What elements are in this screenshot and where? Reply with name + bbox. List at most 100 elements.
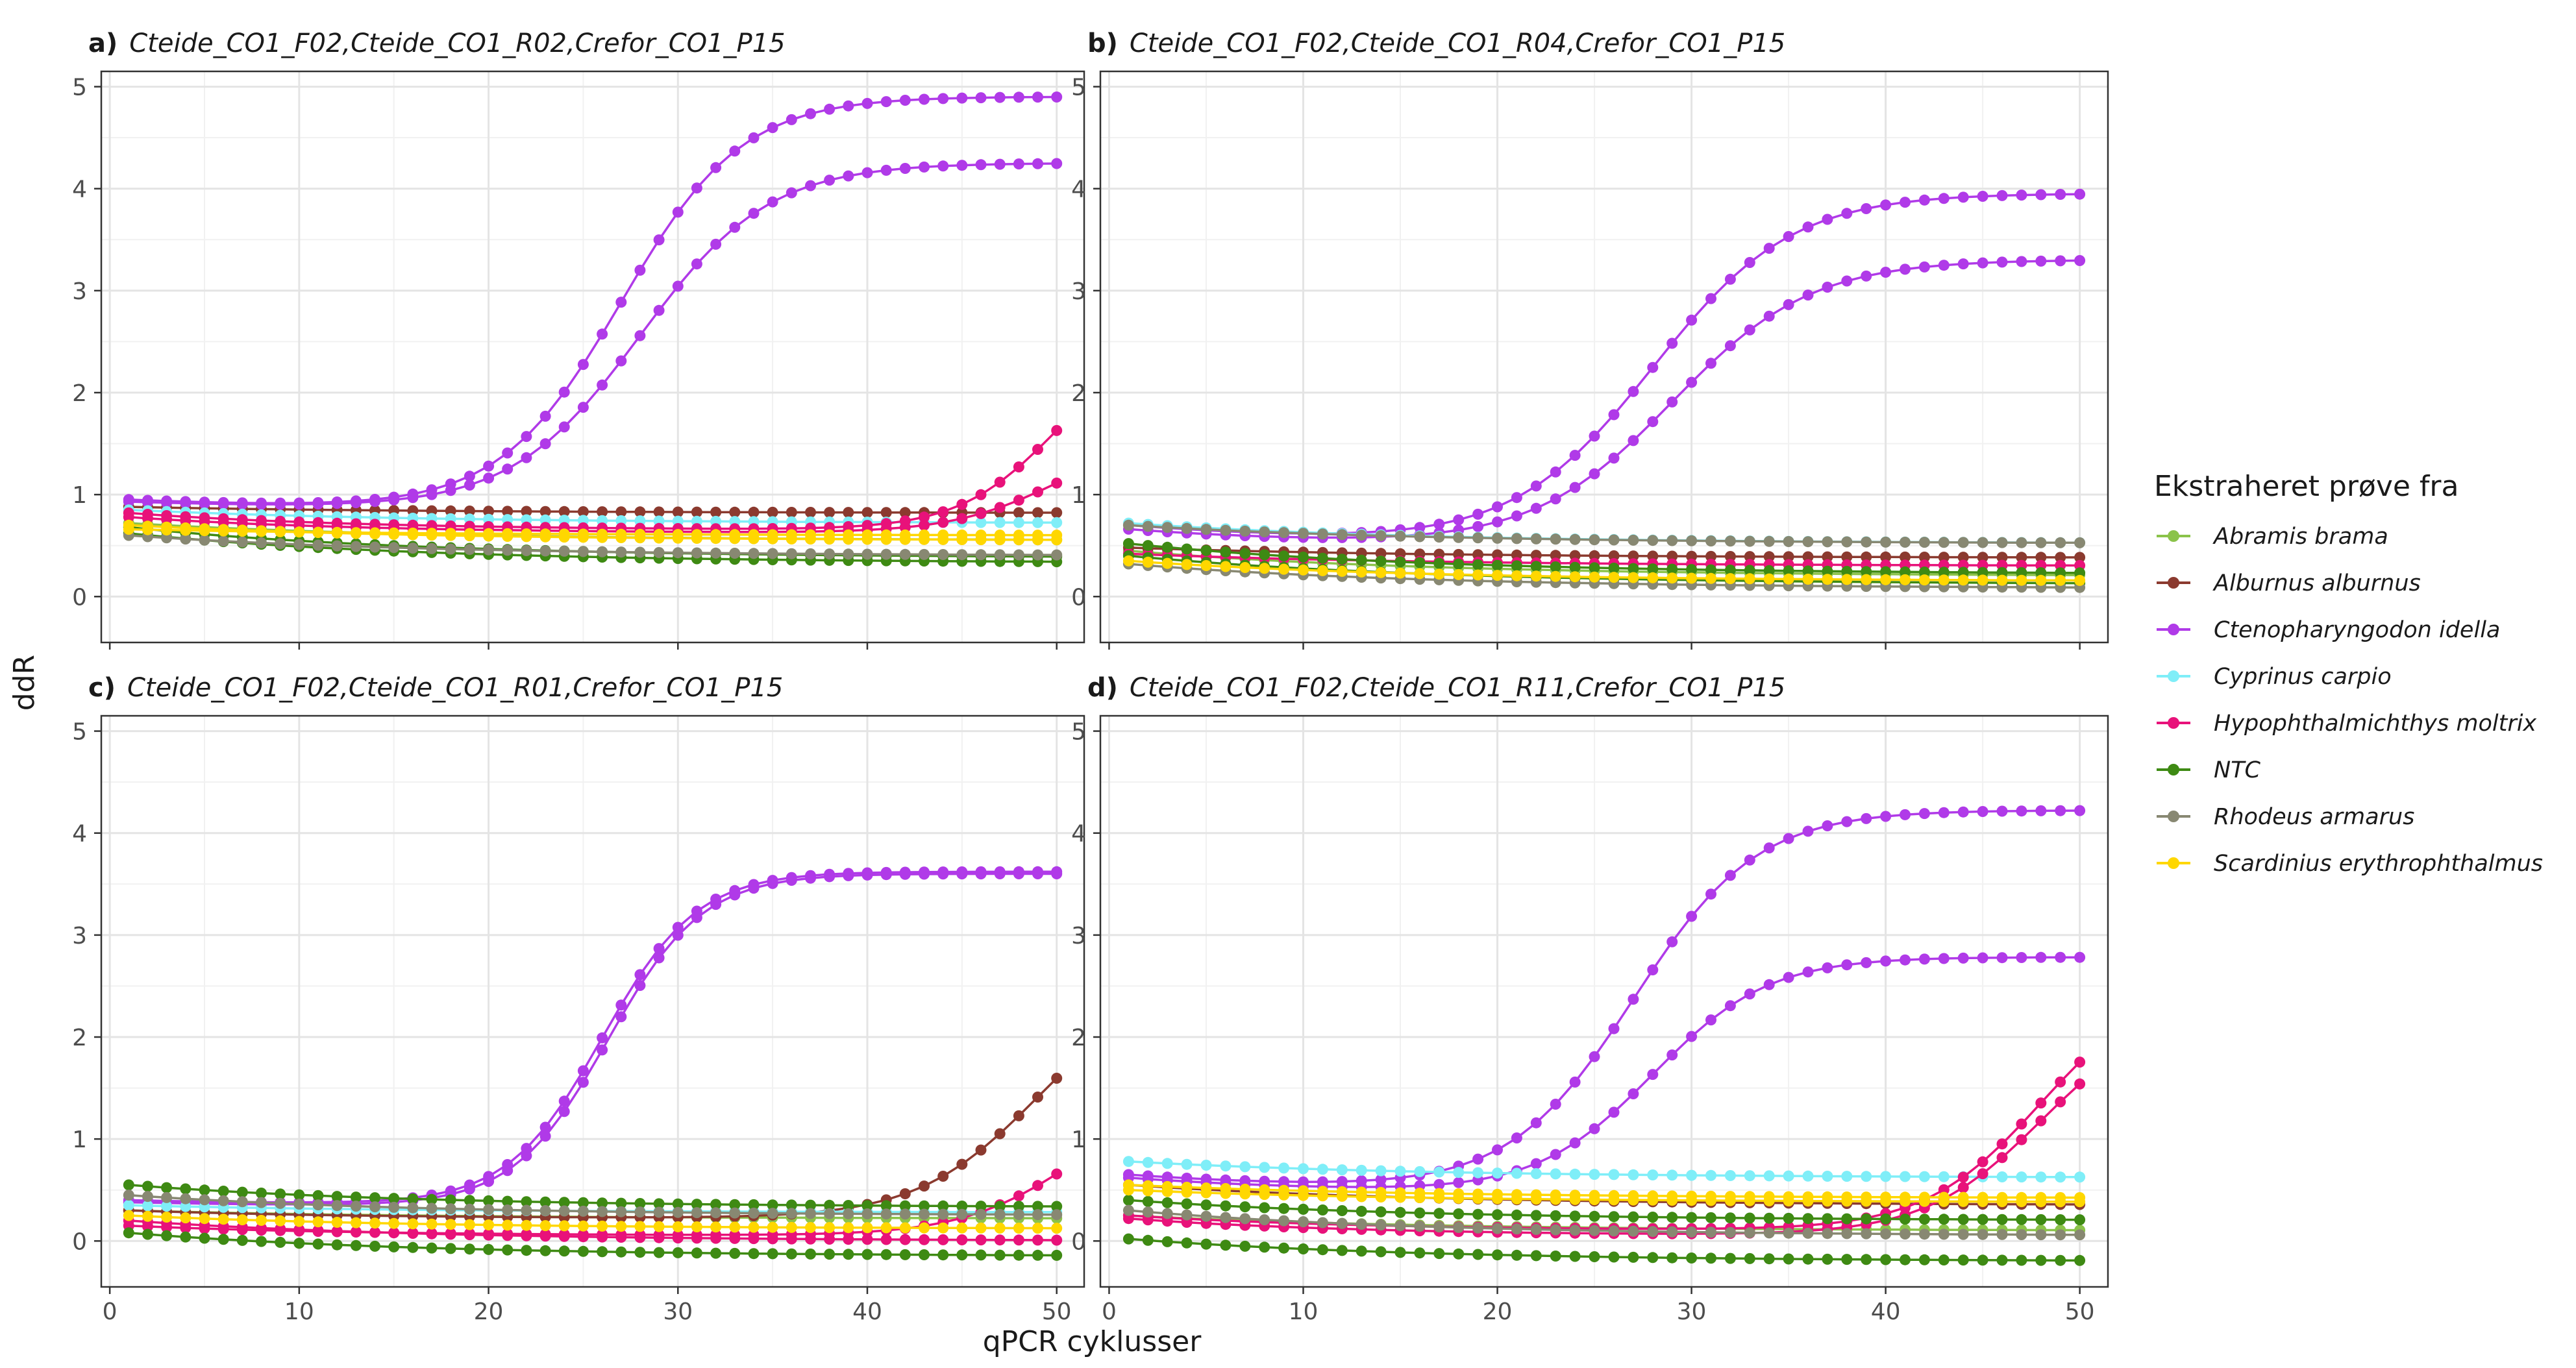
data-point: [1589, 571, 1600, 583]
data-point: [521, 545, 532, 556]
data-point: [843, 1234, 854, 1245]
data-point: [1453, 568, 1465, 580]
data-point: [1161, 541, 1173, 553]
data-point: [521, 1196, 532, 1208]
data-point: [577, 1205, 589, 1217]
data-point: [1356, 1206, 1367, 1217]
data-point: [1666, 550, 1678, 562]
data-point: [1492, 1209, 1503, 1221]
data-point: [539, 1130, 551, 1142]
data-point: [843, 1222, 854, 1234]
data-point: [729, 1199, 741, 1210]
data-point: [1492, 501, 1503, 513]
data-point: [1918, 808, 1930, 820]
data-point: [1647, 964, 1659, 975]
data-point: [1161, 1215, 1173, 1227]
data-point: [824, 529, 836, 541]
data-point: [1705, 572, 1716, 584]
data-point: [445, 1194, 456, 1206]
data-point: [1278, 1203, 1290, 1214]
data-point: [710, 1247, 722, 1259]
data-point: [1918, 1228, 1930, 1240]
data-point: [502, 1165, 514, 1177]
data-point: [691, 182, 702, 194]
data-point: [483, 544, 495, 556]
data-point: [1647, 572, 1659, 583]
data-point: [1841, 1171, 1853, 1182]
data-point: [729, 1221, 741, 1233]
data-point: [464, 1183, 475, 1195]
data-point: [1647, 416, 1659, 428]
data-point: [1938, 260, 1950, 271]
data-point: [180, 533, 192, 545]
data-point: [1530, 570, 1542, 582]
data-point: [217, 535, 229, 547]
data-point: [1938, 1214, 1950, 1225]
data-point: [710, 529, 722, 541]
data-point: [1278, 1215, 1290, 1227]
data-point: [1647, 1069, 1659, 1081]
data-point: [445, 1219, 456, 1230]
y-tick-label: 2: [72, 380, 87, 407]
data-point: [388, 527, 400, 539]
data-point: [123, 1199, 134, 1211]
y-tick-label: 0: [1071, 1228, 1086, 1255]
data-point: [672, 929, 684, 941]
data-point: [615, 1197, 627, 1209]
data-point: [1472, 1153, 1484, 1165]
data-point: [919, 1249, 930, 1260]
data-point: [275, 1188, 286, 1200]
data-point: [615, 1246, 627, 1258]
data-point: [1453, 1208, 1465, 1219]
data-point: [142, 1200, 153, 1212]
data-point: [1511, 1209, 1522, 1221]
data-point: [2074, 1254, 2086, 1266]
data-point: [672, 1232, 684, 1244]
data-point: [1550, 1149, 1561, 1160]
data-point: [1861, 1171, 1872, 1182]
data-point: [1550, 1099, 1561, 1110]
data-point: [1938, 552, 1950, 563]
series-rhodeus-armarus-9: [1122, 1204, 2086, 1241]
data-point: [899, 868, 911, 880]
data-point: [1957, 1254, 1969, 1266]
data-point: [2074, 255, 2086, 266]
data-point: [1278, 550, 1290, 562]
data-point: [369, 1240, 380, 1252]
data-point: [2016, 256, 2027, 267]
data-point: [1996, 1138, 2008, 1150]
data-point: [1394, 556, 1406, 568]
data-point: [1705, 564, 1716, 576]
data-point: [672, 1198, 684, 1210]
data-point: [824, 1199, 836, 1211]
data-point: [1957, 1228, 1969, 1240]
data-point: [1181, 559, 1193, 570]
data-point: [483, 1229, 495, 1241]
data-point: [1375, 1206, 1387, 1217]
data-point: [1822, 1213, 1833, 1225]
data-point: [843, 1208, 854, 1219]
data-point: [199, 525, 210, 537]
data-point: [1317, 1204, 1328, 1215]
legend-key-point: [2168, 577, 2179, 589]
data-point: [1705, 888, 1716, 900]
panel-title-text: Cteide_CO1_F02,Cteide_CO1_R04,Crefor_CO1…: [1130, 29, 1785, 58]
data-point: [1841, 1213, 1853, 1225]
data-point: [1317, 552, 1328, 564]
data-point: [1880, 1254, 1892, 1265]
data-point: [180, 524, 192, 536]
data-point: [1724, 870, 1736, 881]
data-point: [123, 1210, 134, 1221]
data-point: [691, 547, 702, 559]
data-point: [1142, 520, 1154, 532]
data-point: [558, 386, 570, 398]
legend-label: NTC: [2214, 757, 2261, 783]
data-point: [350, 1217, 362, 1228]
data-point: [653, 952, 665, 964]
data-point: [1880, 1213, 1892, 1225]
data-point: [1356, 554, 1367, 566]
data-point: [1628, 435, 1639, 446]
data-point: [1472, 569, 1484, 581]
x-tick-label: 0: [103, 1299, 118, 1325]
data-point: [180, 1201, 192, 1212]
